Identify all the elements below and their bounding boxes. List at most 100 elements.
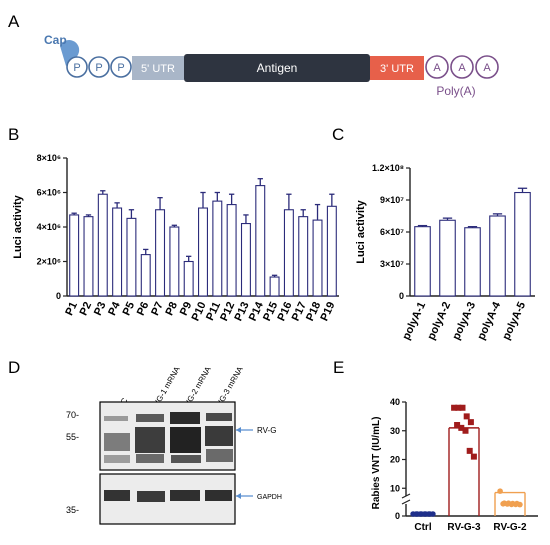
band bbox=[136, 414, 164, 422]
arrow-head-icon bbox=[236, 493, 241, 499]
x-tick-label: RV-G-2 bbox=[493, 522, 527, 533]
band-label-gapdh: GAPDH bbox=[257, 494, 282, 501]
phosphate-circle bbox=[66, 56, 88, 78]
bar bbox=[183, 260, 194, 297]
x-tick-label: polyA-2 bbox=[425, 300, 453, 342]
y-tick-label: 40 bbox=[390, 397, 400, 407]
phosphate-label: P bbox=[117, 62, 124, 74]
cap-label: Cap bbox=[44, 33, 67, 47]
x-tick-label: P7 bbox=[149, 300, 166, 317]
y-tick-label: 8×10⁶ bbox=[37, 153, 61, 163]
blot-top-bands bbox=[104, 412, 233, 463]
band bbox=[170, 490, 200, 501]
cap-icon bbox=[60, 40, 80, 66]
y-tick-label: 1.2×10⁸ bbox=[372, 163, 404, 173]
x-tick-label: P19 bbox=[318, 300, 337, 323]
bar bbox=[83, 216, 94, 297]
x-tick-label: P8 bbox=[164, 300, 181, 317]
data-point bbox=[508, 501, 515, 508]
y-tick-label: 10 bbox=[390, 483, 400, 493]
chart-c: 0 3×10⁷ 6×10⁷ 9×10⁷ 1.2×10⁸ Luci activity poly… bbox=[355, 163, 535, 342]
y-axis-label: Rabies VNT (IU/mL) bbox=[371, 417, 382, 510]
poly-a-letter: A bbox=[483, 62, 491, 74]
utr3-label: 3' UTR bbox=[380, 63, 414, 75]
bar bbox=[155, 209, 166, 297]
bar bbox=[140, 254, 151, 297]
poly-a-circle bbox=[450, 55, 474, 79]
data-point bbox=[512, 501, 519, 508]
bar bbox=[126, 217, 137, 297]
poly-a-circle bbox=[475, 55, 499, 79]
blot-bottom-bands bbox=[104, 490, 232, 502]
data-point bbox=[504, 501, 511, 507]
y-tick-label: 0 bbox=[399, 291, 404, 301]
bar bbox=[112, 207, 123, 297]
bar bbox=[169, 226, 180, 297]
y-tick-label: 3×10⁷ bbox=[380, 259, 404, 269]
band bbox=[205, 426, 233, 446]
bar bbox=[514, 191, 531, 297]
y-tick-label: 30 bbox=[390, 426, 400, 436]
data-point bbox=[517, 501, 523, 508]
x-tick-label: P2 bbox=[78, 300, 95, 317]
band bbox=[104, 490, 130, 501]
band bbox=[104, 416, 128, 421]
y-axis-label: Luci activity bbox=[12, 194, 24, 258]
band bbox=[136, 454, 164, 463]
x-tick-label: polyA-4 bbox=[475, 299, 503, 341]
arrow-head-icon bbox=[236, 427, 241, 433]
data-point bbox=[466, 447, 473, 454]
y-tick-label: 4×10⁶ bbox=[37, 222, 61, 232]
band bbox=[135, 427, 165, 453]
western-blot: NC RVG-1 mRNA RVG-2 mRNA RVG-3 mRNA 70- bbox=[66, 365, 282, 525]
x-tick-label: P9 bbox=[178, 300, 195, 317]
data-point bbox=[467, 419, 474, 426]
panel-label-c: C bbox=[332, 125, 344, 144]
marker-70: 70- bbox=[66, 410, 79, 420]
utr5-label: 5' UTR bbox=[141, 63, 175, 75]
y-tick-label: 20 bbox=[390, 455, 400, 465]
bar bbox=[240, 223, 251, 297]
bar bbox=[226, 204, 237, 297]
y-tick-label: 6×10⁷ bbox=[380, 227, 404, 237]
poly-a-label: Poly(A) bbox=[436, 84, 475, 98]
bar bbox=[464, 227, 481, 297]
marker-35: 35- bbox=[66, 505, 79, 515]
panel-label-e: E bbox=[333, 358, 344, 377]
band bbox=[171, 455, 201, 463]
data-point bbox=[497, 488, 503, 494]
bar bbox=[326, 205, 337, 297]
data-point bbox=[463, 413, 470, 420]
data-point bbox=[413, 511, 419, 517]
data-point bbox=[470, 453, 477, 460]
data-point bbox=[458, 424, 465, 431]
band bbox=[206, 413, 232, 421]
band bbox=[170, 427, 201, 453]
band bbox=[170, 412, 200, 424]
bar bbox=[283, 209, 294, 297]
x-tick-label: Ctrl bbox=[414, 522, 431, 533]
x-tick-label: P1 bbox=[63, 300, 80, 317]
x-tick-label: P5 bbox=[121, 300, 138, 317]
panel-label-a: A bbox=[8, 12, 20, 31]
band bbox=[137, 491, 165, 502]
data-point bbox=[430, 511, 436, 517]
utr3-block bbox=[370, 56, 424, 80]
band bbox=[104, 433, 130, 451]
band bbox=[104, 455, 130, 463]
axis-break-mark bbox=[401, 493, 411, 499]
bar bbox=[97, 193, 108, 297]
bar bbox=[255, 185, 266, 297]
data-point bbox=[417, 511, 424, 517]
data-point bbox=[454, 422, 461, 428]
chart-b: 0 2×10⁶ 4×10⁶ 6×10⁶ 8×10⁶ Luci activity P1P2P3… bbox=[12, 153, 339, 323]
bar bbox=[298, 216, 309, 297]
band bbox=[206, 449, 233, 462]
poly-a-letter: A bbox=[458, 62, 466, 74]
utr5-block bbox=[132, 56, 184, 80]
mrna-construct: Cap P P P 5' UTR Antigen 3' UTR A A A Po… bbox=[44, 33, 499, 98]
bar bbox=[489, 215, 506, 297]
bar bbox=[312, 219, 323, 297]
band bbox=[205, 490, 232, 501]
